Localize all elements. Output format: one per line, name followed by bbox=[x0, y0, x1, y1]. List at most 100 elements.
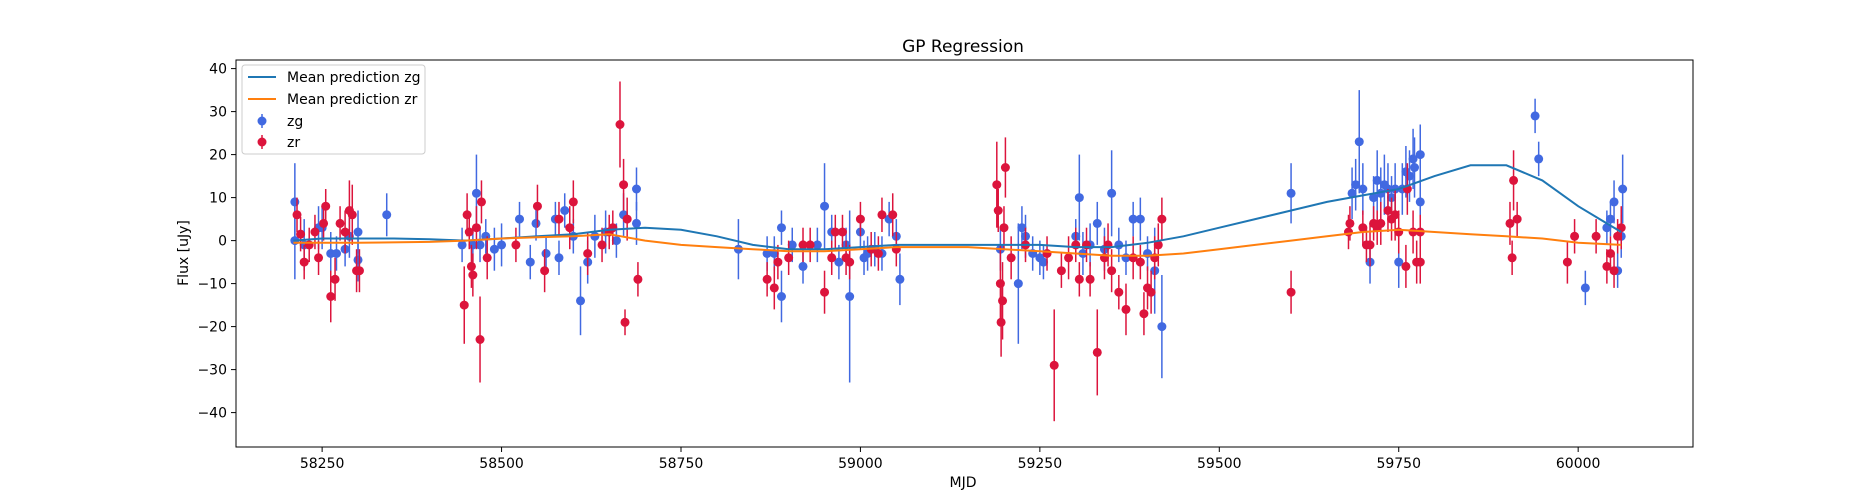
data-point bbox=[353, 255, 363, 265]
data-point bbox=[354, 266, 364, 276]
legend-label-mean-zr: Mean prediction zr bbox=[287, 92, 418, 108]
data-point bbox=[998, 296, 1008, 306]
data-point bbox=[995, 279, 1005, 289]
data-point bbox=[1602, 261, 1612, 271]
data-point bbox=[1347, 188, 1357, 198]
legend-swatch-zr-marker bbox=[257, 137, 267, 147]
data-point bbox=[798, 240, 808, 250]
data-point bbox=[996, 317, 1006, 327]
data-point bbox=[1372, 175, 1382, 185]
data-point bbox=[1404, 171, 1414, 181]
data-point bbox=[314, 253, 324, 263]
data-point bbox=[1074, 274, 1084, 284]
data-point bbox=[773, 257, 783, 267]
data-point bbox=[784, 253, 794, 263]
data-point bbox=[1114, 287, 1124, 297]
x-axis-label: MJD bbox=[950, 475, 977, 491]
data-point bbox=[468, 240, 478, 250]
data-point bbox=[1128, 214, 1138, 224]
data-point bbox=[1358, 223, 1368, 233]
data-point bbox=[590, 231, 600, 241]
data-point bbox=[1410, 163, 1420, 172]
data-point bbox=[1618, 184, 1628, 194]
data-point bbox=[1376, 218, 1386, 228]
data-point bbox=[855, 214, 865, 224]
plot-frame bbox=[235, 59, 1694, 448]
data-point bbox=[1512, 214, 1522, 224]
y-axis: −40 −30 −20 −10 0 10 20 30 40 bbox=[197, 62, 236, 422]
y-tick-label: −20 bbox=[197, 320, 227, 336]
data-point bbox=[531, 218, 541, 228]
data-point bbox=[540, 266, 550, 276]
data-point bbox=[568, 197, 578, 207]
data-point bbox=[762, 274, 772, 284]
data-point bbox=[762, 249, 772, 258]
x-tick-label: 58500 bbox=[479, 456, 524, 472]
data-point bbox=[290, 197, 300, 207]
data-point bbox=[1613, 231, 1623, 241]
data-point bbox=[1157, 322, 1167, 332]
legend: Mean prediction zg Mean prediction zr zg… bbox=[241, 64, 426, 155]
data-point bbox=[1286, 188, 1296, 198]
data-point bbox=[834, 257, 844, 267]
data-point bbox=[457, 240, 467, 250]
data-point bbox=[805, 240, 815, 250]
data-point bbox=[608, 223, 618, 233]
data-point bbox=[532, 201, 542, 211]
y-tick-label: 40 bbox=[209, 62, 227, 78]
data-point bbox=[471, 223, 481, 233]
data-point bbox=[873, 249, 883, 258]
data-point bbox=[464, 227, 474, 237]
data-point bbox=[319, 218, 329, 228]
data-point bbox=[888, 210, 898, 220]
data-point bbox=[554, 253, 564, 263]
data-point bbox=[1530, 111, 1540, 121]
data-point bbox=[1153, 240, 1163, 250]
data-point bbox=[1408, 154, 1418, 164]
data-point bbox=[1401, 261, 1411, 271]
data-point bbox=[475, 240, 485, 250]
data-point bbox=[820, 287, 830, 297]
data-point bbox=[993, 206, 1003, 215]
data-point bbox=[895, 274, 905, 284]
data-point bbox=[468, 270, 478, 280]
data-point bbox=[1042, 249, 1052, 258]
data-point bbox=[611, 236, 621, 246]
data-point bbox=[353, 227, 363, 237]
data-point bbox=[1085, 274, 1095, 284]
data-point bbox=[776, 223, 786, 233]
data-point bbox=[1605, 249, 1615, 258]
data-point bbox=[620, 317, 630, 327]
data-point bbox=[1343, 227, 1353, 237]
data-point bbox=[299, 257, 309, 267]
legend-label-mean-zg: Mean prediction zg bbox=[287, 70, 421, 86]
data-point bbox=[1580, 283, 1590, 293]
data-point bbox=[812, 240, 822, 250]
data-point bbox=[837, 227, 847, 237]
data-point bbox=[1591, 231, 1601, 241]
data-point bbox=[631, 218, 641, 228]
data-point bbox=[1415, 150, 1425, 160]
data-point bbox=[475, 335, 485, 344]
data-point bbox=[459, 300, 469, 310]
data-point bbox=[583, 249, 593, 258]
y-tick-label: 20 bbox=[209, 148, 227, 164]
data-point bbox=[845, 292, 855, 301]
data-point bbox=[515, 214, 525, 224]
x-tick-label: 59000 bbox=[838, 456, 883, 472]
data-point bbox=[1092, 347, 1102, 357]
data-point bbox=[845, 257, 855, 267]
data-point bbox=[1000, 163, 1010, 172]
data-point bbox=[877, 210, 887, 220]
data-point bbox=[497, 240, 507, 250]
data-point bbox=[787, 240, 797, 250]
data-point bbox=[1135, 257, 1145, 267]
data-point bbox=[830, 227, 840, 237]
data-point bbox=[296, 229, 306, 239]
data-point bbox=[1013, 279, 1023, 289]
legend-swatch-zg-marker bbox=[257, 116, 267, 126]
x-tick-label: 59250 bbox=[1018, 456, 1063, 472]
x-axis: 58250 58500 58750 59000 59250 59500 59750 60000 bbox=[300, 447, 1600, 472]
data-point bbox=[597, 240, 607, 250]
